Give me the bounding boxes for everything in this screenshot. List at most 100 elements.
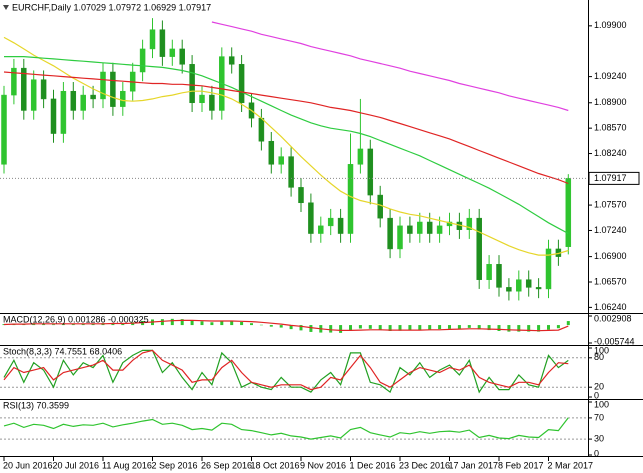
candle-body (486, 264, 492, 280)
x-tick-label: 9 Nov 2016 (300, 460, 346, 470)
candle-body (100, 71, 106, 100)
candle-body (327, 217, 334, 227)
candle-body (426, 221, 433, 234)
candle-body (30, 79, 37, 111)
macd-bar (299, 325, 303, 331)
candle-body (258, 117, 265, 142)
symbol-icon (3, 5, 9, 10)
y-tick-label: 1.08570 (594, 123, 627, 133)
candle-body (377, 194, 383, 219)
macd-bar (230, 321, 234, 326)
candle-body (525, 279, 532, 288)
candle-body (80, 94, 86, 111)
candle-body (496, 264, 502, 288)
macd-bar (2, 324, 6, 326)
candle-body (545, 248, 552, 290)
y-tick-label: 30 (594, 433, 604, 443)
y-tick-label: 1.06570 (594, 276, 627, 286)
indicator-line (211, 21, 569, 112)
macd-bar (388, 325, 392, 332)
indicator-title: RSI(13) 70.3599 (3, 400, 69, 410)
macd-bar (378, 325, 382, 330)
candle-body (476, 217, 482, 280)
macd-bar (210, 322, 214, 326)
macd-bar (527, 325, 531, 332)
macd-bar (339, 325, 343, 333)
candle-body (149, 29, 156, 50)
candle-body (228, 56, 235, 65)
macd-bar (91, 323, 95, 326)
x-tick-label: 26 Sep 2016 (201, 460, 252, 470)
x-tick-label: 1 Dec 2016 (350, 460, 396, 470)
y-tick-label: 0.002908 (594, 313, 632, 323)
x-tick-label: 8 Feb 2017 (498, 460, 544, 470)
candle-body (60, 90, 67, 134)
indicator-title: MACD(12,26,9) 0.001286 -0.000325 (3, 314, 149, 324)
macd-bar (200, 321, 204, 326)
macd-bar (180, 319, 184, 326)
candle-body (565, 178, 572, 247)
indicator-line (3, 349, 569, 394)
candle-body (407, 225, 413, 234)
macd-bar (487, 325, 491, 331)
macd-bar (121, 323, 125, 326)
y-tick-label: 1.09240 (594, 71, 627, 81)
macd-bar (52, 324, 55, 326)
candle-body (179, 48, 185, 65)
current-price-label: 1.07917 (594, 173, 627, 183)
candle-body (298, 187, 304, 204)
macd-bar (279, 325, 283, 328)
candle-body (308, 202, 314, 234)
candle-body (318, 225, 324, 234)
candle-body (387, 217, 393, 250)
macd-bar (368, 325, 372, 329)
macd-bar (448, 325, 451, 329)
macd-bar (160, 319, 164, 326)
indicator-title: Stoch(8,3,3) 74.7551 68.0406 (3, 346, 122, 356)
x-tick-label: 23 Dec 2016 (399, 460, 450, 470)
macd-bar (111, 323, 115, 326)
y-tick-label: 70 (594, 412, 604, 422)
macd-bar (329, 325, 333, 333)
candle-body (535, 287, 542, 290)
candle-body (337, 217, 344, 234)
macd-bar (418, 325, 422, 330)
y-tick-label: 1.08240 (594, 148, 627, 158)
candle-body (21, 67, 27, 111)
macd-bar (457, 325, 461, 329)
x-tick-label: 20 Jun 2016 (3, 460, 53, 470)
indicator-line (3, 349, 569, 391)
y-tick-label: 1.07570 (594, 199, 627, 209)
candle-body (347, 164, 354, 234)
macd-bar (537, 325, 541, 332)
macd-bar (81, 323, 85, 326)
y-tick-label: 0 (594, 390, 599, 400)
candle-body (90, 94, 96, 100)
x-tick-label: 2 Sep 2016 (152, 460, 198, 470)
candle-body (288, 156, 294, 188)
candle-body (40, 79, 47, 100)
y-tick-label: 1.06900 (594, 251, 627, 261)
candle-body (120, 90, 126, 107)
indicator-line (4, 56, 569, 235)
y-tick-label: 1.07240 (594, 225, 627, 235)
candle-body (357, 148, 364, 165)
macd-bar (220, 321, 224, 326)
y-tick-label: 100 (594, 399, 609, 409)
macd-bar (438, 325, 442, 330)
indicator-line (3, 319, 569, 332)
macd-bar (547, 325, 550, 330)
macd-bar (71, 324, 75, 326)
macd-bar (349, 325, 352, 331)
y-tick-label: 1.09900 (594, 20, 627, 30)
x-tick-label: 2 Mar 2017 (548, 460, 594, 470)
macd-bar (289, 325, 293, 330)
macd-bar (507, 325, 511, 332)
macd-bar (250, 323, 253, 326)
candle-body (1, 94, 7, 165)
candle-body (110, 71, 116, 107)
candle-body (278, 156, 284, 165)
y-tick-label: 1.08900 (594, 97, 627, 107)
